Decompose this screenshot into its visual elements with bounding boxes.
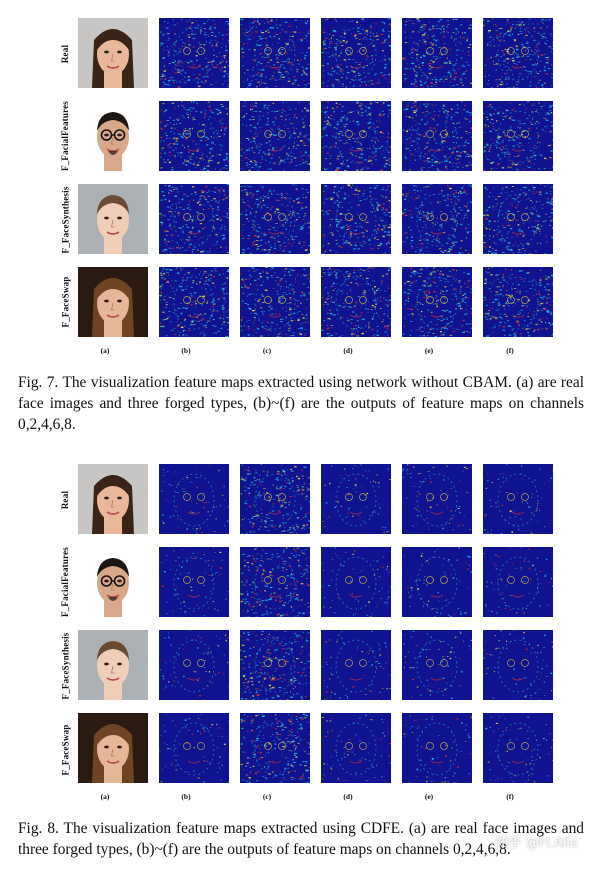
- figure-caption: Fig. 8. The visualization feature maps e…: [18, 820, 584, 858]
- feature-map-image: [240, 101, 310, 171]
- feature-map-image: [321, 630, 391, 700]
- feature-map-image: [483, 464, 553, 534]
- feature-map-image: [483, 547, 553, 617]
- column-label: (b): [181, 792, 191, 801]
- feature-map-image: [240, 464, 310, 534]
- column-label: (c): [262, 346, 272, 355]
- feature-map-image: [402, 184, 472, 254]
- feature-map-image: [402, 547, 472, 617]
- feature-map-image: [159, 713, 229, 783]
- feature-map-image: [240, 18, 310, 88]
- column-label: (c): [262, 792, 272, 801]
- feature-map-image: [321, 547, 391, 617]
- watermark: 知乎 @Fl.Alio: [495, 836, 578, 851]
- feature-map-image: [483, 18, 553, 88]
- feature-map-image: [483, 101, 553, 171]
- face-image: [78, 18, 148, 88]
- feature-map-image: [240, 713, 310, 783]
- feature-map-image: [240, 630, 310, 700]
- feature-map-image: [483, 630, 553, 700]
- feature-map-image: [159, 630, 229, 700]
- feature-map-image: [402, 267, 472, 337]
- feature-map-image: [240, 547, 310, 617]
- face-image: [78, 464, 148, 534]
- column-label: (d): [343, 346, 353, 355]
- column-label: (f): [506, 346, 514, 355]
- column-label: (e): [424, 346, 434, 355]
- feature-map-image: [483, 184, 553, 254]
- figure-7: Real F_FacialFeatures F_FaceSynthesis F_…: [0, 0, 600, 440]
- feature-map-image: [159, 18, 229, 88]
- feature-map-image: [402, 464, 472, 534]
- feature-map-image: [159, 267, 229, 337]
- feature-map-image: [159, 547, 229, 617]
- face-image: [78, 547, 148, 617]
- feature-map-image: [159, 464, 229, 534]
- feature-map-image: [321, 464, 391, 534]
- feature-map-image: [483, 713, 553, 783]
- column-label: (a): [100, 792, 110, 801]
- feature-map-image: [159, 184, 229, 254]
- row-label: F_FacialFeatures: [60, 546, 71, 618]
- feature-map-image: [321, 713, 391, 783]
- column-label: (e): [424, 792, 434, 801]
- face-image: [78, 630, 148, 700]
- column-label: (a): [100, 346, 110, 355]
- column-label: (d): [343, 792, 353, 801]
- face-image: [78, 184, 148, 254]
- row-label: F_FaceSynthesis: [60, 632, 70, 700]
- feature-map-image: [321, 101, 391, 171]
- face-image: [78, 267, 148, 337]
- feature-map-image: [402, 713, 472, 783]
- feature-map-image: [240, 184, 310, 254]
- row-label: Real: [59, 490, 70, 510]
- feature-map-image: [483, 267, 553, 337]
- face-image: [78, 101, 148, 171]
- feature-map-image: [240, 267, 310, 337]
- column-label: (b): [181, 346, 191, 355]
- feature-map-image: [321, 184, 391, 254]
- row-label: F_FaceSwap: [60, 724, 70, 776]
- feature-map-image: [321, 267, 391, 337]
- feature-map-image: [159, 101, 229, 171]
- feature-map-image: [402, 630, 472, 700]
- figure-caption: Fig. 7. The visualization feature maps e…: [18, 374, 584, 433]
- column-label: (f): [506, 792, 514, 801]
- feature-map-image: [402, 18, 472, 88]
- face-image: [78, 713, 148, 783]
- feature-map-image: [321, 18, 391, 88]
- feature-map-image: [402, 101, 472, 171]
